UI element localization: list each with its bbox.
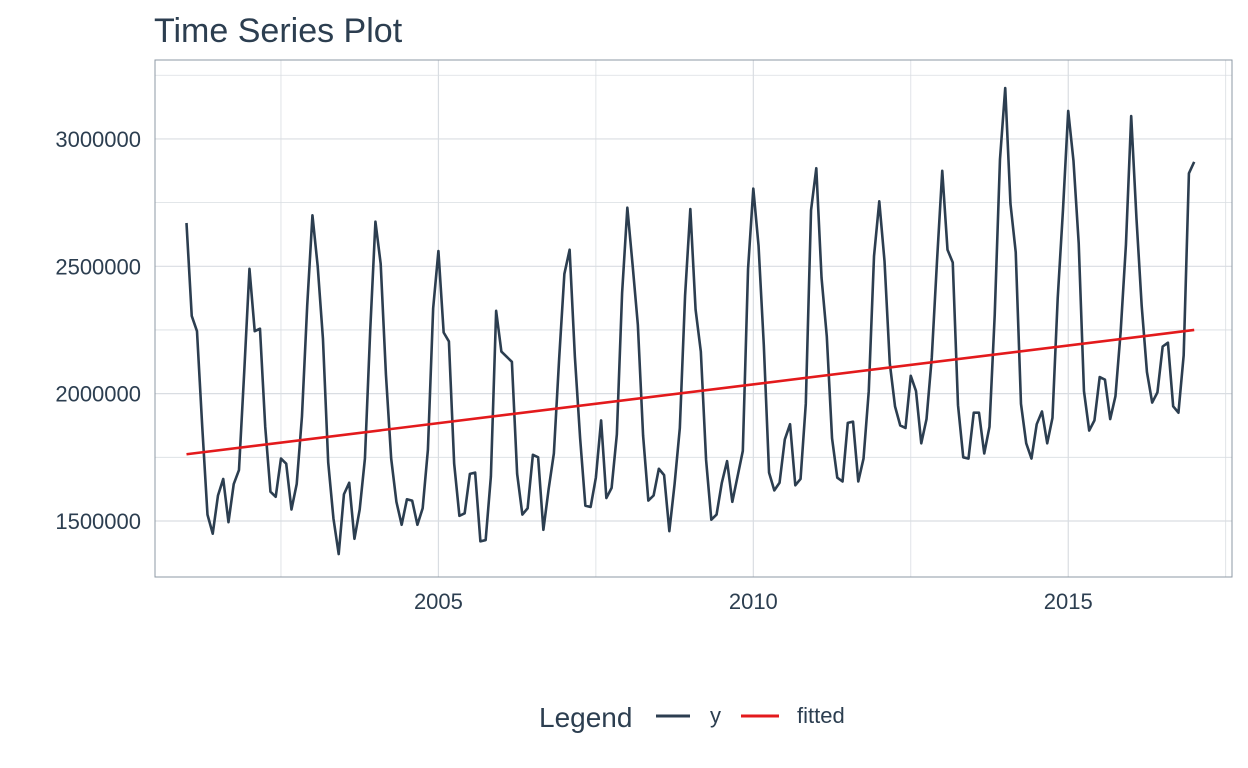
x-tick-label: 2010 (729, 589, 778, 614)
minor-gridlines (155, 60, 1232, 577)
x-tick-label: 2005 (414, 589, 463, 614)
legend: Legend y fitted (539, 702, 845, 733)
y-tick-label: 2500000 (55, 254, 141, 279)
y-tick-label: 2000000 (55, 382, 141, 407)
y-tick-label: 1500000 (55, 509, 141, 534)
legend-label-fitted: fitted (797, 703, 845, 728)
y-axis-tick-labels: 1500000 2000000 2500000 3000000 (55, 127, 141, 534)
series-layer (185, 86, 1196, 556)
x-axis-tick-labels: 2005 2010 2015 (414, 589, 1093, 614)
series-line-y (185, 86, 1196, 556)
y-tick-label: 3000000 (55, 127, 141, 152)
series-line-fitted (186, 328, 1195, 456)
chart-title: Time Series Plot (154, 12, 403, 50)
plot-panel-border (154, 59, 1233, 578)
x-tick-label: 2015 (1044, 589, 1093, 614)
legend-label-y: y (710, 703, 721, 728)
legend-title: Legend (539, 702, 632, 733)
